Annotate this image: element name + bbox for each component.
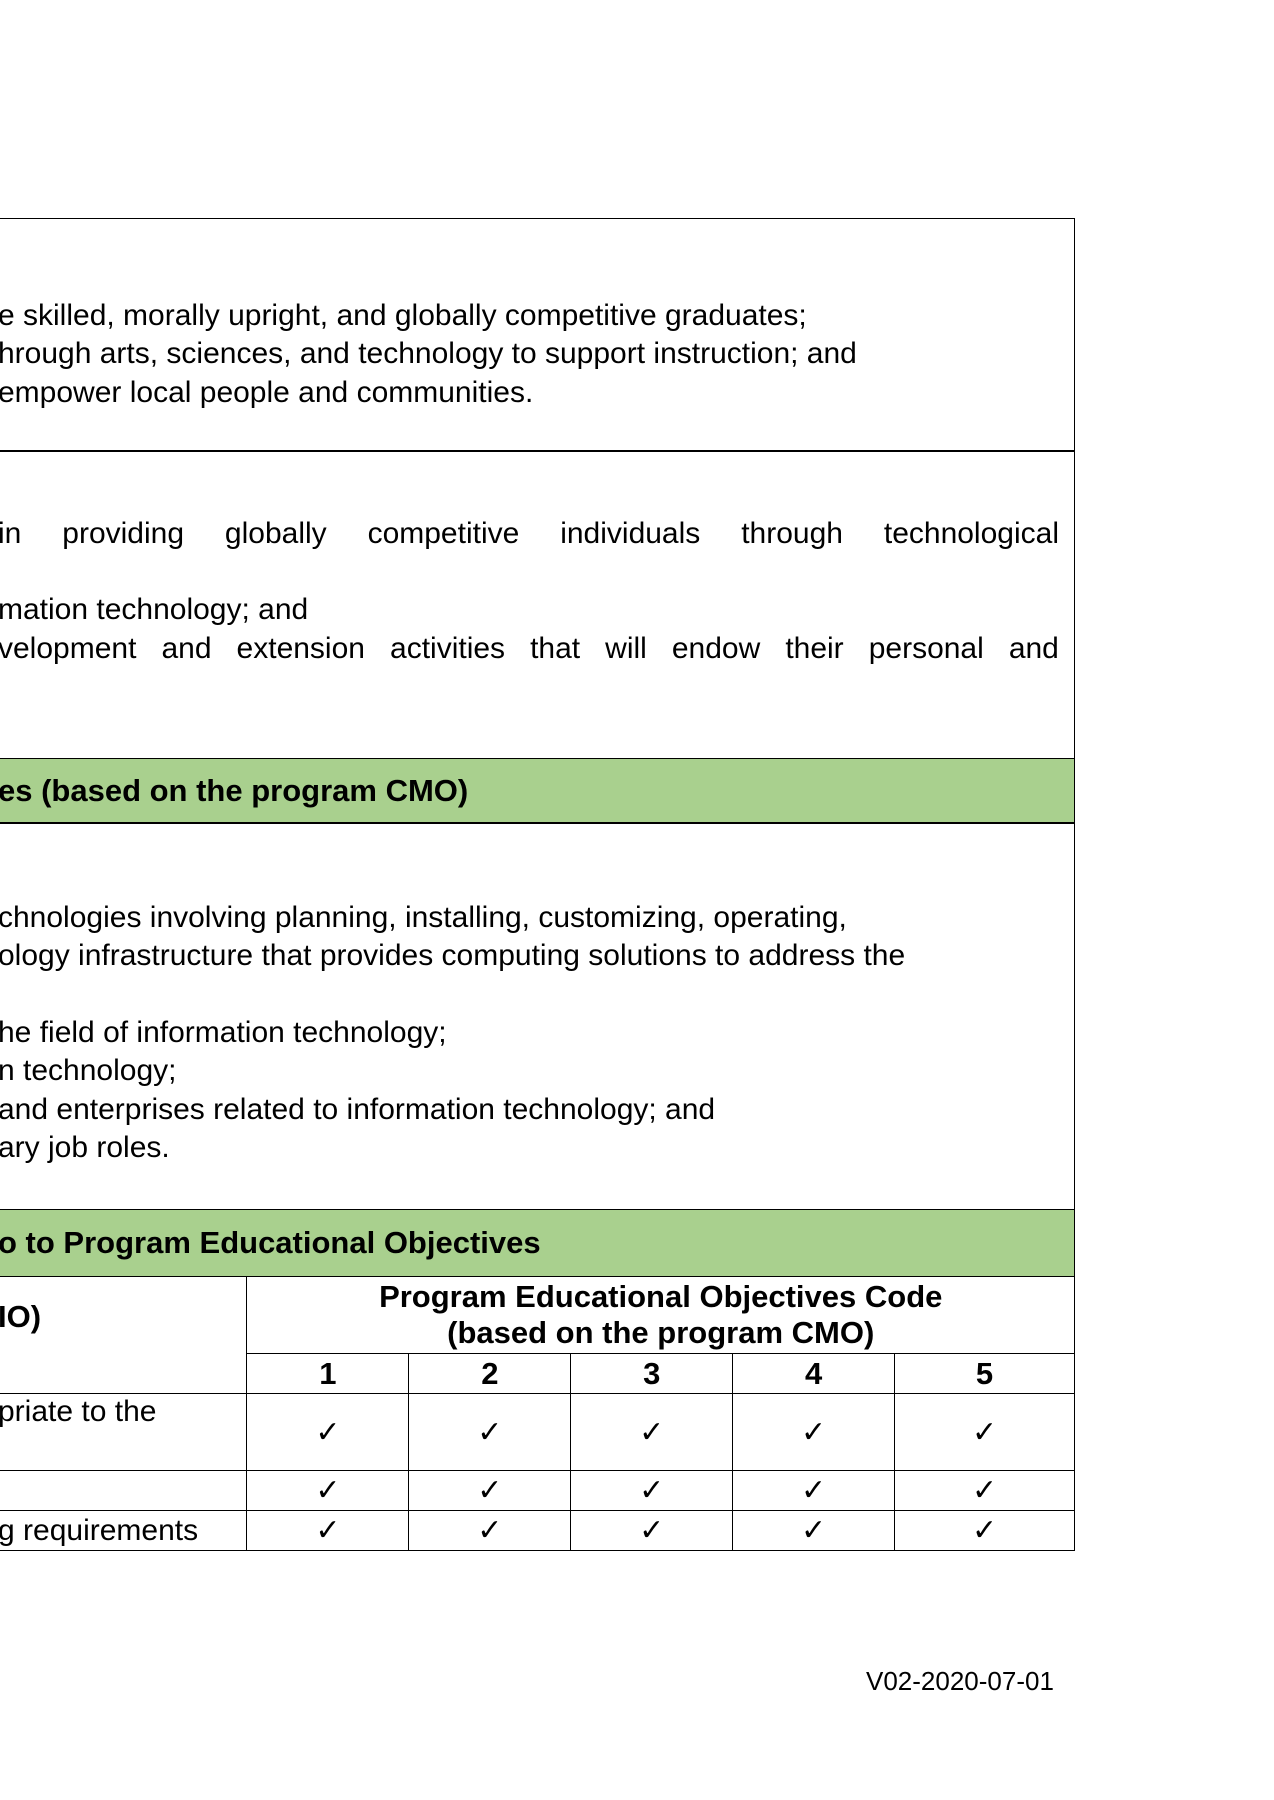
peo-code-header: Program Educational Objectives Code (bas… — [246, 1276, 1075, 1354]
peo-line: ary job roles. — [0, 1131, 170, 1164]
table-row: priate to the ✓ ✓ ✓ ✓ ✓ — [0, 1393, 1075, 1471]
outcome-header-text: IO) — [0, 1299, 42, 1334]
check-mark: ✓ — [732, 1470, 896, 1511]
mission-box: e skilled, morally upright, and globally… — [0, 218, 1075, 452]
check-mark: ✓ — [246, 1510, 410, 1551]
goals-line-1: in providing globally competitive indivi… — [0, 515, 1059, 553]
goals-line-2: mation technology; and — [0, 593, 309, 626]
word: globally — [224, 517, 327, 550]
word: through — [741, 517, 843, 550]
check-mark: ✓ — [894, 1393, 1075, 1471]
word: providing — [62, 517, 185, 550]
peo-line: he field of information technology; — [0, 1016, 447, 1049]
check-mark: ✓ — [408, 1510, 572, 1551]
word: that — [530, 632, 581, 665]
peo-line: ology infrastructure that provides compu… — [0, 939, 906, 972]
word: in — [0, 517, 22, 550]
word: competitive — [367, 517, 520, 550]
word: individuals — [560, 517, 701, 550]
peo-section-header: es (based on the program CMO) — [0, 758, 1075, 824]
goals-line-3: velopment and extension activities that … — [0, 630, 1059, 668]
mapping-section-header: o to Program Educational Objectives — [0, 1209, 1075, 1277]
check-mark: ✓ — [732, 1510, 896, 1551]
peo-code: 3 — [570, 1353, 734, 1394]
check-mark: ✓ — [894, 1510, 1075, 1551]
check-mark: ✓ — [894, 1470, 1075, 1511]
peo-line: and enterprises related to information t… — [0, 1093, 716, 1126]
peo-header-text: es (based on the program CMO) — [0, 773, 469, 808]
peo-code: 2 — [408, 1353, 572, 1394]
check-mark: ✓ — [408, 1393, 572, 1471]
outcome-label — [0, 1470, 248, 1511]
check-mark: ✓ — [246, 1393, 410, 1471]
word: activities — [390, 632, 506, 665]
table-row: ✓ ✓ ✓ ✓ ✓ — [0, 1470, 1075, 1511]
peo-code-header-line: Program Educational Objectives Code — [379, 1279, 943, 1314]
word: and — [161, 632, 212, 665]
check-mark: ✓ — [570, 1510, 734, 1551]
peo-code-header-line: (based on the program CMO) — [447, 1315, 875, 1350]
peo-line: n technology; — [0, 1054, 177, 1087]
outcome-label: g requirements — [0, 1510, 248, 1551]
mapping-header-text: o to Program Educational Objectives — [0, 1225, 541, 1260]
outcome-label: priate to the — [0, 1393, 248, 1471]
check-mark: ✓ — [732, 1393, 896, 1471]
word: technological — [883, 517, 1059, 550]
peo-mapping-table: IO) Program Educational Objectives Code … — [0, 1276, 1075, 1551]
peo-line: chnologies involving planning, installin… — [0, 901, 847, 934]
peo-code: 1 — [246, 1353, 410, 1394]
check-mark: ✓ — [408, 1470, 572, 1511]
word: endow — [671, 632, 761, 665]
word: personal — [868, 632, 984, 665]
word: will — [605, 632, 647, 665]
version-code: V02-2020-07-01 — [866, 1666, 1054, 1696]
check-mark: ✓ — [570, 1393, 734, 1471]
word: and — [1008, 632, 1059, 665]
peo-code: 5 — [894, 1353, 1075, 1394]
word: velopment — [0, 632, 137, 665]
word: their — [785, 632, 844, 665]
outcome-column-header: IO) — [0, 1276, 248, 1394]
mission-line: hrough arts, sciences, and technology to… — [0, 337, 857, 370]
table-row: g requirements ✓ ✓ ✓ ✓ ✓ — [0, 1510, 1075, 1551]
goals-box: in providing globally competitive indivi… — [0, 450, 1075, 760]
outcome-label-text: priate to the — [0, 1395, 157, 1428]
mission-line: empower local people and communities. — [0, 376, 534, 409]
check-mark: ✓ — [246, 1470, 410, 1511]
mission-line: e skilled, morally upright, and globally… — [0, 299, 807, 332]
peo-code: 4 — [732, 1353, 896, 1394]
check-mark: ✓ — [570, 1470, 734, 1511]
peo-box: chnologies involving planning, installin… — [0, 822, 1075, 1211]
word: extension — [236, 632, 365, 665]
